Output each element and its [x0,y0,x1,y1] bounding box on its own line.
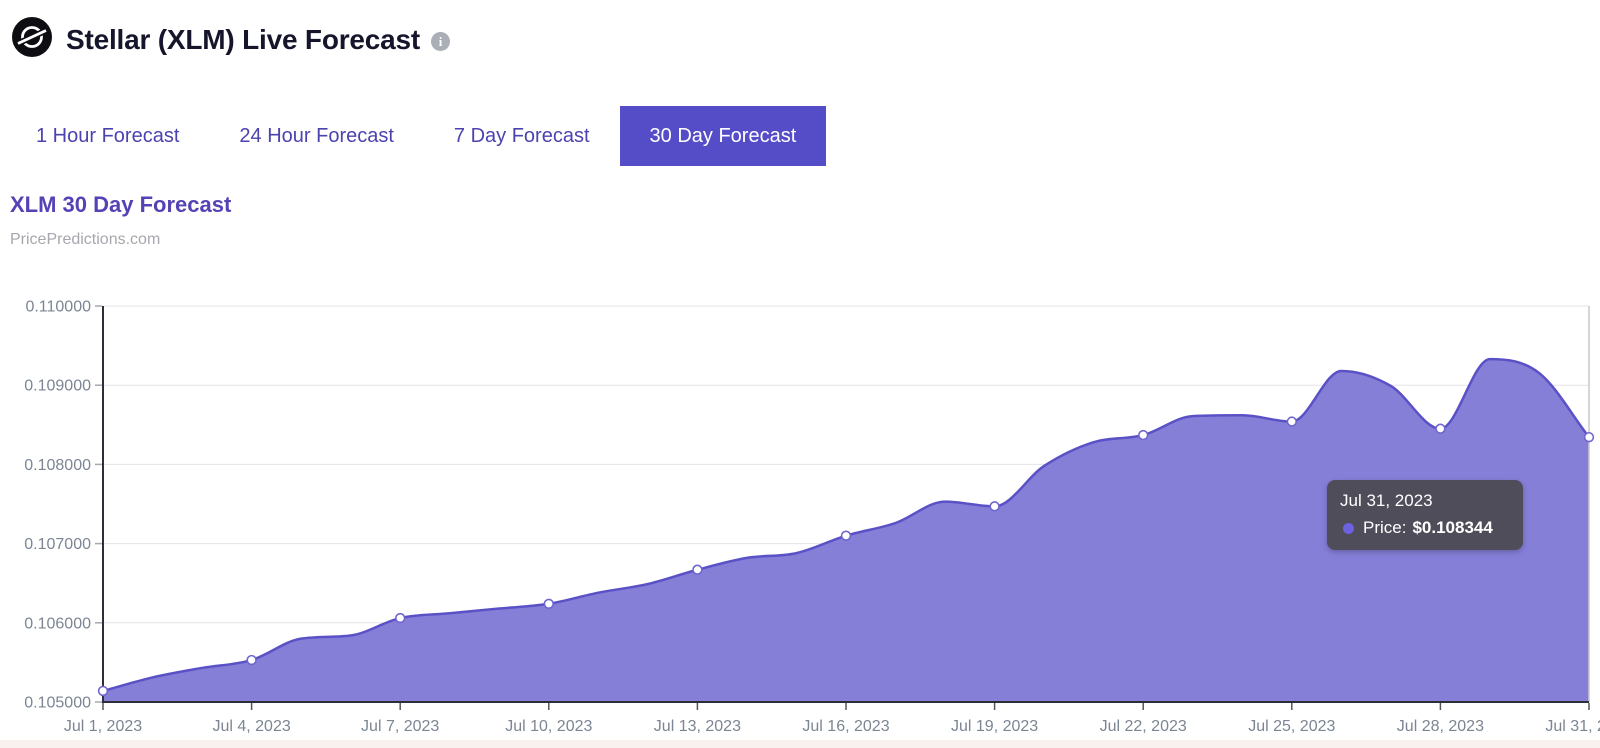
svg-text:Jul 22, 2023: Jul 22, 2023 [1100,718,1187,735]
tab-30-day-forecast[interactable]: 30 Day Forecast [619,106,827,166]
tab-24-hour-forecast[interactable]: 24 Hour Forecast [239,124,394,147]
svg-text:Jul 13, 2023: Jul 13, 2023 [654,718,741,735]
page-title: Stellar (XLM) Live Forecast [66,24,421,55]
svg-text:Jul 28, 2023: Jul 28, 2023 [1397,718,1484,735]
tooltip-price-value: $0.108344 [1412,518,1493,537]
stellar-logo [12,17,52,57]
forecast-chart: 0.105000 0.106000 0.107000 0.108000 0.109000… [0,280,1600,748]
svg-text:Jul 7, 2023: Jul 7, 2023 [361,718,439,735]
chart-canvas[interactable]: 0.105000 0.106000 0.107000 0.108000 0.109000… [0,280,1600,748]
svg-text:0.106000: 0.106000 [24,615,91,632]
forecast-tabs: 1 Hour Forecast 24 Hour Forecast 7 Day F… [6,106,827,166]
tab-1-hour-forecast[interactable]: 1 Hour Forecast [36,124,180,147]
series-dot-icon [1343,522,1354,534]
svg-text:0.109000: 0.109000 [24,378,91,395]
stellar-logo-glyph [16,26,48,48]
svg-text:0.110000: 0.110000 [25,299,91,316]
chart-tooltip: Jul 31, 2023 Price: $0.108344 [1327,480,1523,550]
svg-text:Jul 19, 2023: Jul 19, 2023 [951,718,1038,735]
tab-7-day-forecast[interactable]: 7 Day Forecast [453,124,590,147]
svg-text:Jul 25, 2023: Jul 25, 2023 [1248,718,1335,735]
tooltip-date: Jul 31, 2023 [1340,491,1433,510]
svg-text:0.107000: 0.107000 [24,536,91,553]
svg-text:Jul 10, 2023: Jul 10, 2023 [505,718,592,735]
info-icon[interactable]: i [431,32,451,51]
svg-text:Jul 4, 2023: Jul 4, 2023 [212,718,290,735]
tooltip-price-label: Price: [1363,518,1407,537]
svg-text:0.105000: 0.105000 [24,695,91,712]
svg-text:Jul 31, 2023: Jul 31, 2023 [1545,718,1600,735]
svg-text:0.108000: 0.108000 [24,457,91,474]
page-bottom-edge [0,740,1600,748]
chart-title: XLM 30 Day Forecast [10,192,232,217]
svg-text:Jul 16, 2023: Jul 16, 2023 [802,718,889,735]
svg-text:Jul 1, 2023: Jul 1, 2023 [64,718,142,735]
source-label: PricePredictions.com [10,231,161,248]
